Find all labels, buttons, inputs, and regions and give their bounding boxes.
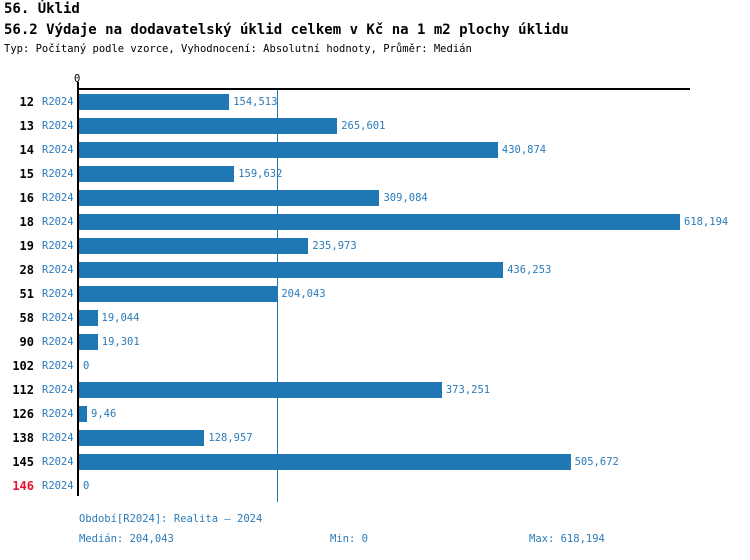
row-period-label: R2024 (42, 360, 74, 372)
bar[interactable] (79, 406, 87, 422)
row-index-label: 16 (19, 191, 34, 205)
row-period-label: R2024 (42, 336, 74, 348)
bar-row[interactable]: 145 R2024 505,672 (0, 450, 750, 474)
bar[interactable] (79, 454, 571, 470)
bar-value-label: 19,301 (101, 336, 140, 348)
footer-max-value: Max: 618,194 (529, 533, 605, 545)
bar-row[interactable]: 19 R2024 235,973 (0, 234, 750, 258)
row-index-label: 90 (19, 335, 34, 349)
bar-row[interactable]: 13 R2024 265,601 (0, 114, 750, 138)
bar-value-label: 309,084 (383, 192, 428, 204)
bar[interactable] (79, 238, 309, 254)
footer-median-value: Medián: 204,043 (79, 533, 174, 545)
bar[interactable] (79, 94, 230, 110)
bar[interactable] (79, 382, 442, 398)
row-index-label: 12 (19, 95, 34, 109)
median-reference-line (277, 90, 278, 502)
row-period-label: R2024 (42, 168, 74, 180)
row-index-label: 145 (12, 455, 34, 469)
bar-row[interactable]: 138 R2024 128,957 (0, 426, 750, 450)
axis-left-line (77, 82, 79, 496)
bar[interactable] (79, 430, 205, 446)
bar[interactable] (79, 142, 498, 158)
axis-zero-tick-label: 0 (74, 73, 81, 85)
bar[interactable] (79, 166, 235, 182)
row-index-label: 102 (12, 359, 34, 373)
row-period-label: R2024 (42, 216, 74, 228)
row-period-label: R2024 (42, 240, 74, 252)
bar-value-label: 436,253 (507, 264, 552, 276)
row-index-label: 18 (19, 215, 34, 229)
bar-row[interactable]: 90 R2024 19,301 (0, 330, 750, 354)
bar-value-label: 0 (83, 480, 90, 492)
footer-min-value: Min: 0 (330, 533, 368, 545)
row-index-label: 126 (12, 407, 34, 421)
bar[interactable] (79, 334, 98, 350)
bar-value-label: 430,874 (501, 144, 547, 156)
row-index-label: 13 (19, 119, 34, 133)
bar-row[interactable]: 112 R2024 373,251 (0, 378, 750, 402)
row-index-label: 138 (12, 431, 34, 445)
row-index-label: 15 (19, 167, 34, 181)
bar-row[interactable]: 16 R2024 309,084 (0, 186, 750, 210)
row-period-label: R2024 (42, 480, 74, 492)
bar-value-label: 9,46 (91, 408, 117, 420)
bar-row[interactable]: 28 R2024 436,253 (0, 258, 750, 282)
bar-row[interactable]: 58 R2024 19,044 (0, 306, 750, 330)
chart-title: 56.2 Výdaje na dodavatelský úklid celkem… (4, 22, 569, 38)
bar[interactable] (79, 310, 98, 326)
row-period-label: R2024 (42, 384, 74, 396)
bar-value-label: 204,043 (281, 288, 326, 300)
page-title: 56. Úklid (4, 1, 80, 17)
row-period-label: R2024 (42, 264, 74, 276)
bar-row[interactable]: 102 R2024 0 (0, 354, 750, 378)
row-index-label: 112 (12, 383, 34, 397)
row-index-label: 28 (19, 263, 34, 277)
bar[interactable] (79, 214, 680, 230)
row-period-label: R2024 (42, 192, 74, 204)
row-index-label: 19 (19, 239, 34, 253)
row-index-label: 14 (19, 143, 34, 157)
row-index-label: 51 (19, 287, 34, 301)
bar-row[interactable]: 12 R2024 154,513 (0, 90, 750, 114)
row-index-label: 146 (12, 479, 34, 493)
bar-row[interactable]: 14 R2024 430,874 (0, 138, 750, 162)
row-index-label: 58 (19, 311, 34, 325)
bar-value-label: 505,672 (574, 456, 619, 468)
bar-value-label: 373,251 (445, 384, 491, 396)
axis-top-line (79, 88, 690, 90)
row-period-label: R2024 (42, 96, 74, 108)
row-period-label: R2024 (42, 144, 74, 156)
bar-value-label: 235,973 (312, 240, 357, 252)
bar[interactable] (79, 262, 504, 278)
row-period-label: R2024 (42, 120, 74, 132)
bar[interactable] (79, 286, 278, 302)
row-period-label: R2024 (42, 288, 74, 300)
bar-row[interactable]: 15 R2024 159,632 (0, 162, 750, 186)
bar-row[interactable]: 126 R2024 9,46 (0, 402, 750, 426)
bar-value-label: 0 (83, 360, 90, 372)
bar[interactable] (79, 118, 338, 134)
bar-value-label: 265,601 (341, 120, 386, 132)
row-period-label: R2024 (42, 312, 74, 324)
bar-value-label: 19,044 (101, 312, 140, 324)
bar-row[interactable]: 18 R2024 618,194 (0, 210, 750, 234)
row-period-label: R2024 (42, 456, 74, 468)
bar[interactable] (79, 190, 380, 206)
bar-value-label: 154,513 (233, 96, 278, 108)
bar-row[interactable]: 51 R2024 204,043 (0, 282, 750, 306)
chart-subtitle-meta: Typ: Počítaný podle vzorce, Vyhodnocení:… (4, 43, 472, 55)
footer-period-note: Období[R2024]: Realita — 2024 (79, 513, 263, 525)
bar-value-label: 128,957 (208, 432, 253, 444)
row-period-label: R2024 (42, 408, 74, 420)
bar-value-label: 159,632 (238, 168, 283, 180)
bar-value-label: 618,194 (684, 216, 729, 228)
row-period-label: R2024 (42, 432, 74, 444)
bar-row[interactable]: 146 R2024 0 (0, 474, 750, 498)
